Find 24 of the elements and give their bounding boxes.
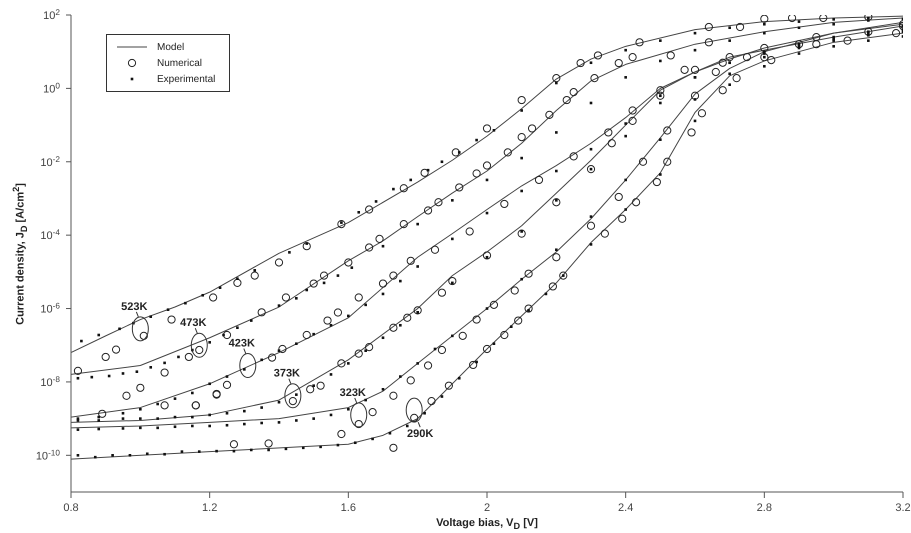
y-tick-label: 10$^{-4}$ bbox=[40, 228, 60, 242]
x-tick-label: 2 bbox=[484, 502, 490, 514]
x-tick-label: 1.2 bbox=[202, 502, 218, 514]
legend-label: Experimental bbox=[157, 74, 216, 84]
annotation: 373K bbox=[274, 368, 300, 380]
annotation: 323K bbox=[340, 386, 366, 399]
x-tick-label: 0.8 bbox=[63, 502, 79, 514]
x-tick-label: 1.6 bbox=[340, 502, 356, 514]
y-tick-label: 10$^{-6}$ bbox=[40, 301, 60, 316]
y-tick-label: 10$^{-8}$ bbox=[40, 374, 60, 389]
legend-label: Model bbox=[157, 42, 184, 52]
annotation: 290K bbox=[407, 428, 434, 440]
annotation: 523K bbox=[121, 300, 148, 313]
y-tick-label: 10$^{-10}$ bbox=[36, 448, 60, 462]
x-tick-label: 2.8 bbox=[756, 502, 772, 514]
annotation: 423K bbox=[228, 338, 256, 350]
x-tick-label: 2.4 bbox=[618, 502, 634, 514]
x-tick-label: 3.2 bbox=[895, 502, 911, 514]
annotation: 473K bbox=[180, 317, 206, 330]
x-axis-title: Voltage bias, V$_{D}$ [V] bbox=[435, 517, 539, 532]
y-tick-label: 10$^{-2}$ bbox=[40, 154, 60, 169]
y-tick-label: 10$^{0}$ bbox=[43, 80, 60, 96]
legend-label: Numerical bbox=[157, 58, 202, 68]
y-tick-label: 10$^{2}$ bbox=[43, 8, 60, 22]
